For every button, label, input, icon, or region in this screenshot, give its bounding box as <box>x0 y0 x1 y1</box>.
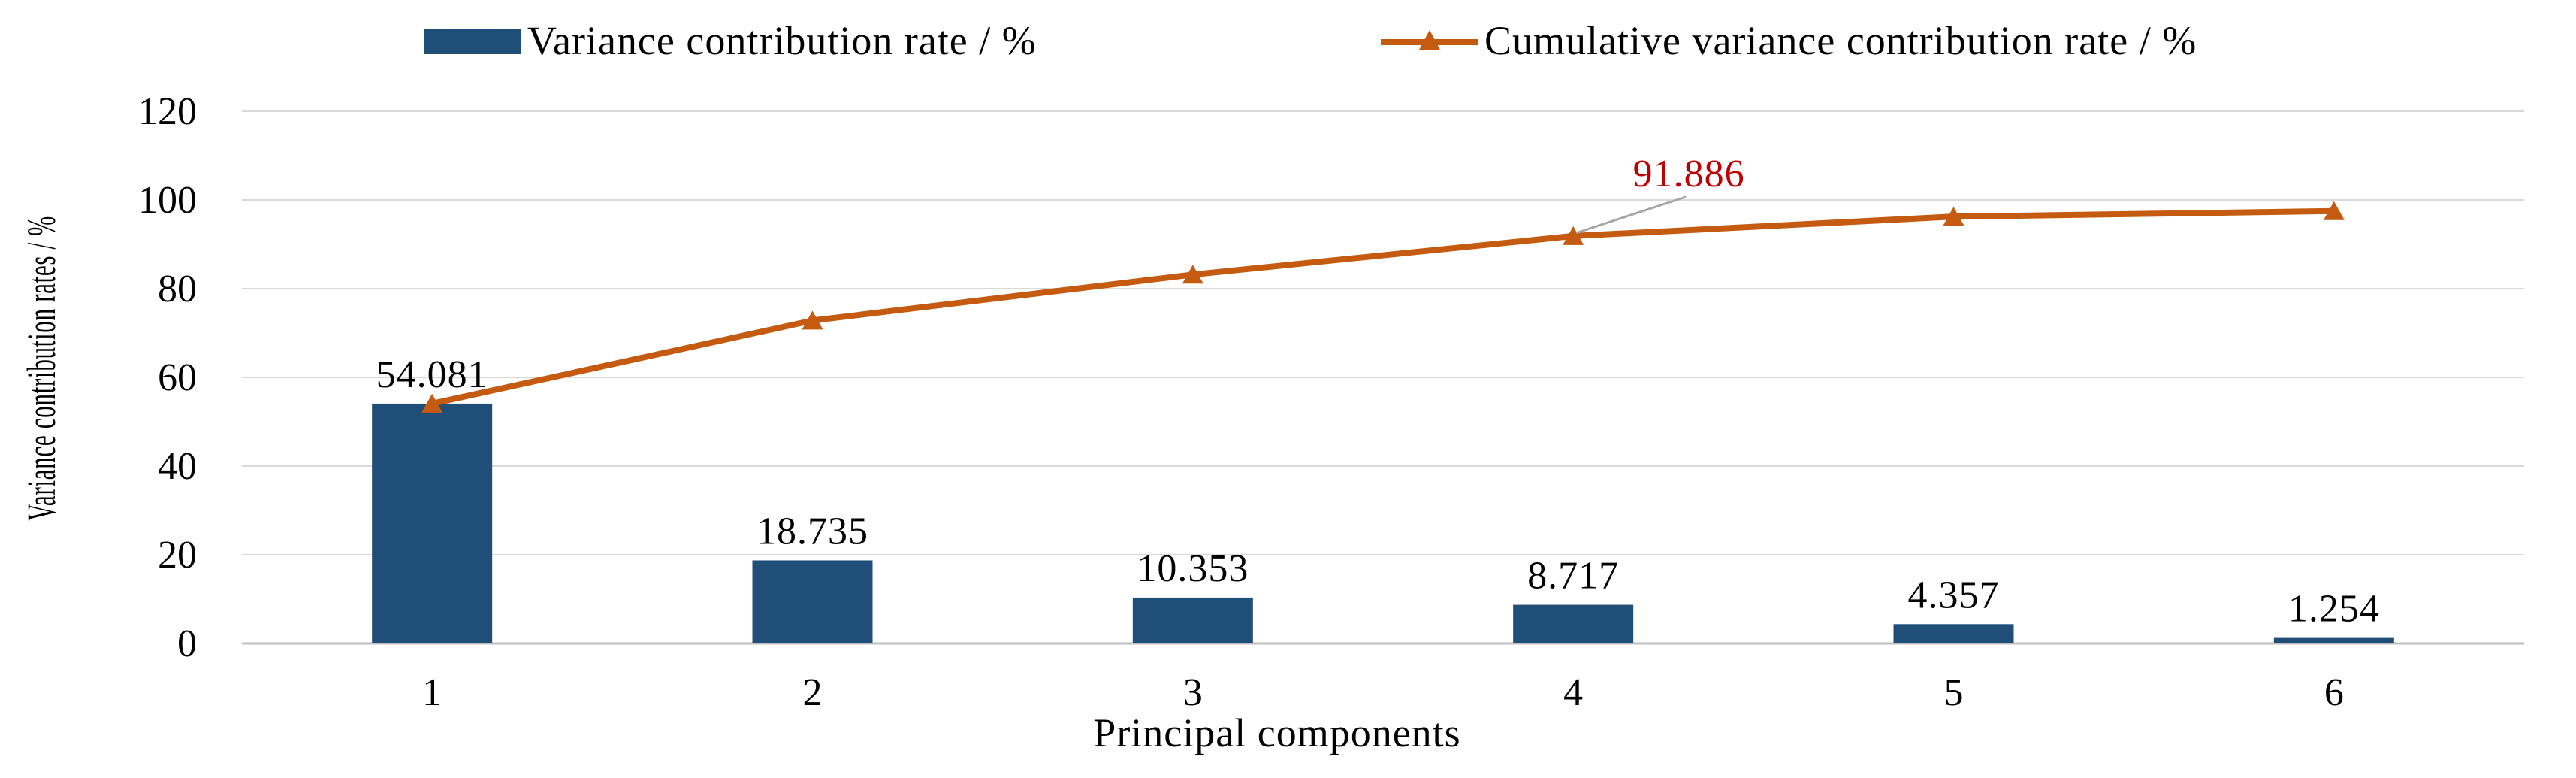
gridlines <box>242 110 2524 645</box>
cumulative-point-marker <box>1182 265 1203 284</box>
cumulative-point-marker <box>421 393 443 413</box>
legend-bar-label: Variance contribution rate / % <box>527 18 1037 63</box>
bar <box>372 403 493 643</box>
annotation-label: 91.886 <box>1633 153 1745 195</box>
legend-bar-swatch <box>424 29 521 54</box>
bar-data-label: 4.357 <box>1908 574 2000 616</box>
cumulative-point-marker <box>2323 201 2345 220</box>
x-tick-label: 6 <box>2324 671 2344 714</box>
y-tick-label: 40 <box>158 445 197 488</box>
y-tick-label: 120 <box>138 90 197 133</box>
x-tick-label: 2 <box>803 671 823 714</box>
bar <box>1132 597 1253 643</box>
y-tick-label: 20 <box>158 534 197 577</box>
y-tick-label: 60 <box>158 356 197 399</box>
cumulative-line <box>421 201 2345 413</box>
bar <box>1513 604 1634 643</box>
x-axis-title: Principal components <box>1093 710 1460 755</box>
cumulative-point-marker <box>802 310 823 330</box>
y-axis-title: Variance contribution rates / % <box>19 216 64 521</box>
y-tick-label: 0 <box>177 622 197 665</box>
x-tick-label: 4 <box>1563 671 1583 714</box>
cumulative-point-marker <box>1563 226 1584 245</box>
bar <box>1893 624 2014 643</box>
y-tick-label: 100 <box>138 179 197 222</box>
bar-data-label: 10.353 <box>1137 547 1249 590</box>
bar <box>752 560 873 643</box>
bar-data-label: 18.735 <box>756 510 868 552</box>
bar-data-label: 1.254 <box>2288 588 2380 631</box>
x-tick-label: 1 <box>422 671 442 714</box>
x-tick-label: 5 <box>1944 671 1964 714</box>
axis-ticks: 0 20 40 60 80 100 120 1 2 3 4 5 6 <box>138 90 2344 714</box>
bar-data-label: 54.081 <box>376 353 488 396</box>
bars <box>372 403 2394 643</box>
legend-line-label: Cumulative variance contribution rate / … <box>1484 18 2197 63</box>
legend-triangle-marker-icon <box>1419 30 1440 50</box>
cumulative-series-line <box>431 207 2334 407</box>
annotation-leader-line <box>1575 195 1687 235</box>
bar <box>2273 637 2394 643</box>
cumulative-point-marker <box>1943 207 1964 226</box>
x-tick-label: 3 <box>1183 671 1203 714</box>
bar-data-label: 8.717 <box>1527 555 1619 598</box>
data-labels: 54.081 18.735 10.353 8.717 4.357 1.254 91.886 <box>376 153 2380 631</box>
legend: Variance contribution rate / % Cumulativ… <box>424 18 2197 63</box>
y-tick-label: 80 <box>158 268 197 310</box>
